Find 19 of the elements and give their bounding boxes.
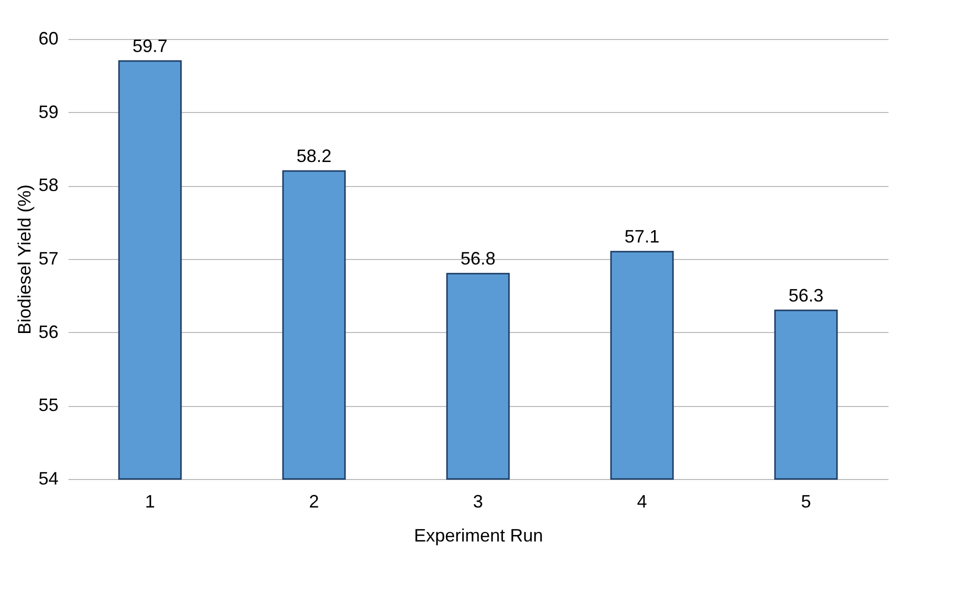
- y-tick-label: 57: [38, 248, 58, 268]
- y-tick-label: 58: [38, 175, 58, 196]
- x-tick-label: 3: [472, 492, 484, 512]
- x-tick-label: 4: [636, 492, 648, 512]
- y-axis-title: Biodiesel Yield (%): [14, 184, 34, 335]
- data-label: 59.7: [132, 36, 168, 56]
- data-label: 56.8: [460, 248, 496, 269]
- x-tick-label: 2: [308, 492, 320, 512]
- y-tick-label: 60: [38, 28, 58, 48]
- y-tick-label: 59: [38, 102, 58, 122]
- data-label: 58.2: [296, 146, 332, 166]
- y-tick-label: 56: [38, 322, 58, 342]
- x-axis-title: Experiment Run: [414, 526, 544, 546]
- y-tick-label: 55: [38, 395, 58, 416]
- x-tick-label: 5: [800, 492, 812, 512]
- data-label: 57.1: [624, 226, 660, 247]
- y-tick-label: 54: [38, 468, 58, 488]
- data-label: 56.3: [788, 285, 824, 306]
- x-tick-label: 1: [144, 492, 156, 512]
